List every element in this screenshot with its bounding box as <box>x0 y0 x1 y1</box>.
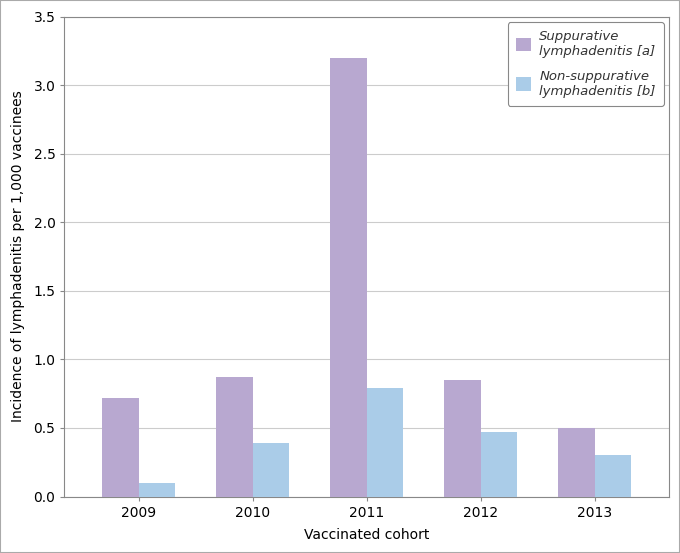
Legend: Suppurative
lymphadenitis [a], Non-suppurative
lymphadenitis [b]: Suppurative lymphadenitis [a], Non-suppu… <box>508 22 664 106</box>
Bar <box>367 388 403 497</box>
Bar <box>595 455 631 497</box>
Bar <box>444 380 481 497</box>
Bar <box>558 428 595 497</box>
Bar <box>330 58 367 497</box>
Y-axis label: Incidence of lymphadenitis per 1,000 vaccinees: Incidence of lymphadenitis per 1,000 vac… <box>11 91 25 422</box>
X-axis label: Vaccinated cohort: Vaccinated cohort <box>304 528 429 542</box>
Bar <box>481 432 517 497</box>
Bar <box>139 483 175 497</box>
Bar <box>102 398 139 497</box>
Bar <box>216 377 253 497</box>
Bar <box>253 443 289 497</box>
